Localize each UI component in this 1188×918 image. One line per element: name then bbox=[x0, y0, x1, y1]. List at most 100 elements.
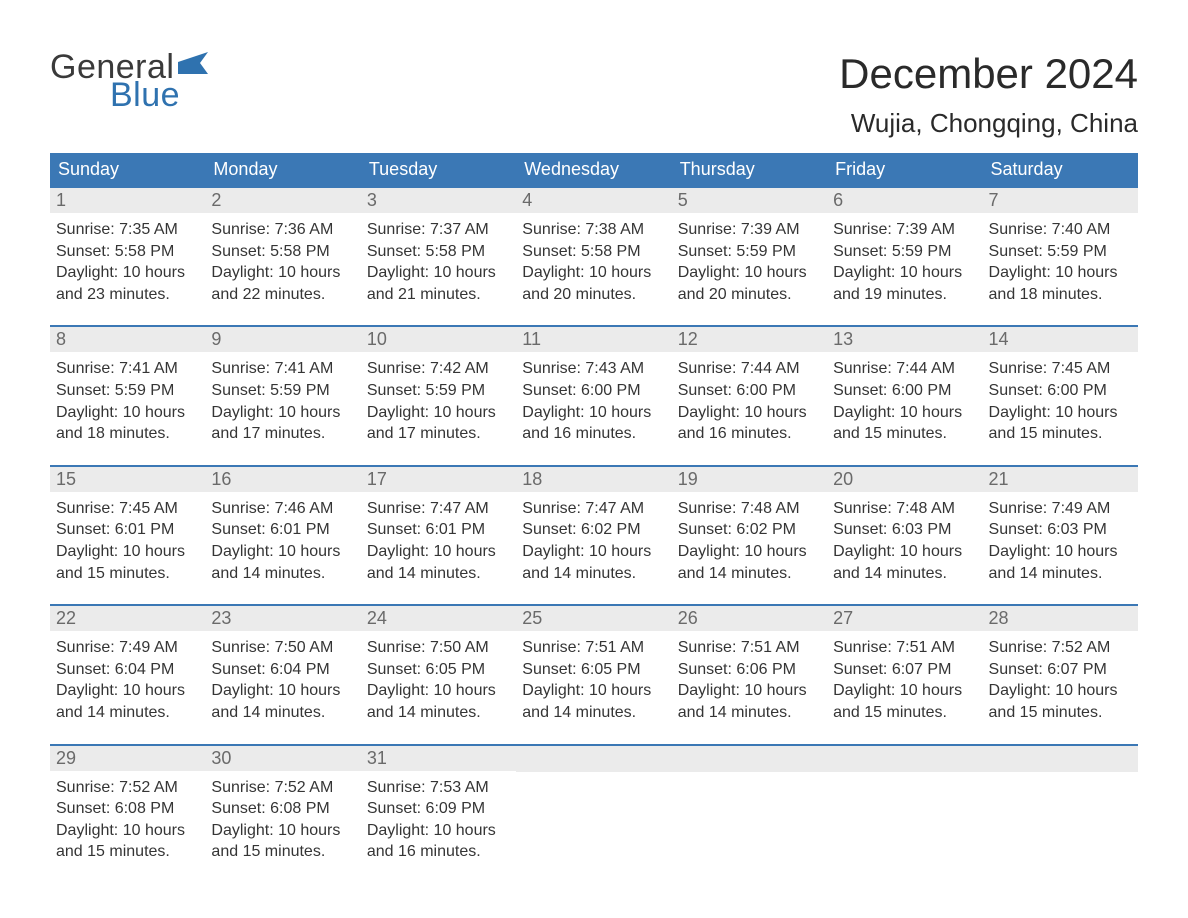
day-of-week-label: Wednesday bbox=[516, 153, 671, 186]
day-cell: 23Sunrise: 7:50 AMSunset: 6:04 PMDayligh… bbox=[205, 606, 360, 729]
daylight-line-1: Daylight: 10 hours bbox=[56, 402, 199, 424]
daylight-line-1: Daylight: 10 hours bbox=[211, 402, 354, 424]
day-cell: 17Sunrise: 7:47 AMSunset: 6:01 PMDayligh… bbox=[361, 467, 516, 590]
sunset-text: Sunset: 6:08 PM bbox=[56, 798, 199, 820]
day-of-week-header: SundayMondayTuesdayWednesdayThursdayFrid… bbox=[50, 153, 1138, 186]
sunset-text: Sunset: 5:59 PM bbox=[56, 380, 199, 402]
daylight-line-1: Daylight: 10 hours bbox=[989, 262, 1132, 284]
daylight-line-1: Daylight: 10 hours bbox=[522, 402, 665, 424]
daylight-line-2: and 15 minutes. bbox=[56, 841, 199, 863]
daylight-line-2: and 14 minutes. bbox=[522, 702, 665, 724]
day-cell: 5Sunrise: 7:39 AMSunset: 5:59 PMDaylight… bbox=[672, 188, 827, 311]
daylight-line-1: Daylight: 10 hours bbox=[367, 262, 510, 284]
sunrise-text: Sunrise: 7:39 AM bbox=[833, 219, 976, 241]
day-cell: 21Sunrise: 7:49 AMSunset: 6:03 PMDayligh… bbox=[983, 467, 1138, 590]
sunset-text: Sunset: 5:59 PM bbox=[989, 241, 1132, 263]
day-cell bbox=[516, 746, 671, 869]
day-body: Sunrise: 7:41 AMSunset: 5:59 PMDaylight:… bbox=[205, 352, 360, 450]
daylight-line-1: Daylight: 10 hours bbox=[211, 680, 354, 702]
daylight-line-2: and 15 minutes. bbox=[833, 702, 976, 724]
day-body: Sunrise: 7:40 AMSunset: 5:59 PMDaylight:… bbox=[983, 213, 1138, 311]
day-body: Sunrise: 7:48 AMSunset: 6:03 PMDaylight:… bbox=[827, 492, 982, 590]
day-cell: 29Sunrise: 7:52 AMSunset: 6:08 PMDayligh… bbox=[50, 746, 205, 869]
daylight-line-2: and 14 minutes. bbox=[678, 702, 821, 724]
daylight-line-1: Daylight: 10 hours bbox=[56, 262, 199, 284]
day-number: 7 bbox=[983, 188, 1138, 213]
daylight-line-2: and 14 minutes. bbox=[833, 563, 976, 585]
header: General Blue December 2024 Wujia, Chongq… bbox=[50, 50, 1138, 139]
daylight-line-1: Daylight: 10 hours bbox=[56, 680, 199, 702]
sunset-text: Sunset: 6:04 PM bbox=[211, 659, 354, 681]
week-row: 1Sunrise: 7:35 AMSunset: 5:58 PMDaylight… bbox=[50, 186, 1138, 311]
day-number: 10 bbox=[361, 327, 516, 352]
daylight-line-2: and 15 minutes. bbox=[833, 423, 976, 445]
empty-day bbox=[827, 746, 982, 772]
flag-icon bbox=[178, 52, 208, 78]
day-cell: 31Sunrise: 7:53 AMSunset: 6:09 PMDayligh… bbox=[361, 746, 516, 869]
sunset-text: Sunset: 6:02 PM bbox=[522, 519, 665, 541]
day-of-week-label: Sunday bbox=[50, 153, 205, 186]
day-number: 17 bbox=[361, 467, 516, 492]
day-cell: 6Sunrise: 7:39 AMSunset: 5:59 PMDaylight… bbox=[827, 188, 982, 311]
sunrise-text: Sunrise: 7:35 AM bbox=[56, 219, 199, 241]
daylight-line-1: Daylight: 10 hours bbox=[211, 541, 354, 563]
day-body: Sunrise: 7:44 AMSunset: 6:00 PMDaylight:… bbox=[827, 352, 982, 450]
day-number: 16 bbox=[205, 467, 360, 492]
day-body: Sunrise: 7:46 AMSunset: 6:01 PMDaylight:… bbox=[205, 492, 360, 590]
sunrise-text: Sunrise: 7:51 AM bbox=[678, 637, 821, 659]
day-body: Sunrise: 7:47 AMSunset: 6:01 PMDaylight:… bbox=[361, 492, 516, 590]
day-cell: 24Sunrise: 7:50 AMSunset: 6:05 PMDayligh… bbox=[361, 606, 516, 729]
day-number: 4 bbox=[516, 188, 671, 213]
sunset-text: Sunset: 5:59 PM bbox=[211, 380, 354, 402]
sunset-text: Sunset: 6:03 PM bbox=[989, 519, 1132, 541]
daylight-line-1: Daylight: 10 hours bbox=[367, 820, 510, 842]
daylight-line-2: and 17 minutes. bbox=[367, 423, 510, 445]
week-row: 8Sunrise: 7:41 AMSunset: 5:59 PMDaylight… bbox=[50, 325, 1138, 450]
sunset-text: Sunset: 6:08 PM bbox=[211, 798, 354, 820]
sunrise-text: Sunrise: 7:46 AM bbox=[211, 498, 354, 520]
title-block: December 2024 Wujia, Chongqing, China bbox=[839, 50, 1138, 139]
day-cell: 25Sunrise: 7:51 AMSunset: 6:05 PMDayligh… bbox=[516, 606, 671, 729]
daylight-line-1: Daylight: 10 hours bbox=[367, 680, 510, 702]
day-body: Sunrise: 7:49 AMSunset: 6:04 PMDaylight:… bbox=[50, 631, 205, 729]
day-number: 19 bbox=[672, 467, 827, 492]
day-cell: 11Sunrise: 7:43 AMSunset: 6:00 PMDayligh… bbox=[516, 327, 671, 450]
day-number: 25 bbox=[516, 606, 671, 631]
sunset-text: Sunset: 6:01 PM bbox=[56, 519, 199, 541]
empty-day bbox=[672, 746, 827, 772]
day-body: Sunrise: 7:35 AMSunset: 5:58 PMDaylight:… bbox=[50, 213, 205, 311]
sunrise-text: Sunrise: 7:45 AM bbox=[56, 498, 199, 520]
sunset-text: Sunset: 6:00 PM bbox=[833, 380, 976, 402]
sunset-text: Sunset: 6:00 PM bbox=[678, 380, 821, 402]
day-of-week-label: Saturday bbox=[983, 153, 1138, 186]
daylight-line-2: and 21 minutes. bbox=[367, 284, 510, 306]
location-subtitle: Wujia, Chongqing, China bbox=[839, 108, 1138, 139]
sunset-text: Sunset: 5:59 PM bbox=[367, 380, 510, 402]
sunrise-text: Sunrise: 7:41 AM bbox=[211, 358, 354, 380]
daylight-line-2: and 15 minutes. bbox=[989, 702, 1132, 724]
sunrise-text: Sunrise: 7:52 AM bbox=[989, 637, 1132, 659]
sunset-text: Sunset: 5:58 PM bbox=[522, 241, 665, 263]
sunset-text: Sunset: 5:58 PM bbox=[367, 241, 510, 263]
daylight-line-2: and 14 minutes. bbox=[211, 563, 354, 585]
sunset-text: Sunset: 6:09 PM bbox=[367, 798, 510, 820]
sunset-text: Sunset: 6:00 PM bbox=[522, 380, 665, 402]
sunrise-text: Sunrise: 7:51 AM bbox=[833, 637, 976, 659]
daylight-line-2: and 16 minutes. bbox=[522, 423, 665, 445]
month-title: December 2024 bbox=[839, 50, 1138, 98]
day-cell: 1Sunrise: 7:35 AMSunset: 5:58 PMDaylight… bbox=[50, 188, 205, 311]
day-body: Sunrise: 7:38 AMSunset: 5:58 PMDaylight:… bbox=[516, 213, 671, 311]
daylight-line-1: Daylight: 10 hours bbox=[211, 820, 354, 842]
sunset-text: Sunset: 6:02 PM bbox=[678, 519, 821, 541]
day-number: 24 bbox=[361, 606, 516, 631]
day-number: 29 bbox=[50, 746, 205, 771]
day-body: Sunrise: 7:45 AMSunset: 6:01 PMDaylight:… bbox=[50, 492, 205, 590]
day-cell: 18Sunrise: 7:47 AMSunset: 6:02 PMDayligh… bbox=[516, 467, 671, 590]
sunrise-text: Sunrise: 7:38 AM bbox=[522, 219, 665, 241]
sunset-text: Sunset: 5:59 PM bbox=[833, 241, 976, 263]
daylight-line-2: and 14 minutes. bbox=[56, 702, 199, 724]
daylight-line-2: and 20 minutes. bbox=[522, 284, 665, 306]
daylight-line-2: and 19 minutes. bbox=[833, 284, 976, 306]
day-number: 14 bbox=[983, 327, 1138, 352]
day-body: Sunrise: 7:50 AMSunset: 6:05 PMDaylight:… bbox=[361, 631, 516, 729]
